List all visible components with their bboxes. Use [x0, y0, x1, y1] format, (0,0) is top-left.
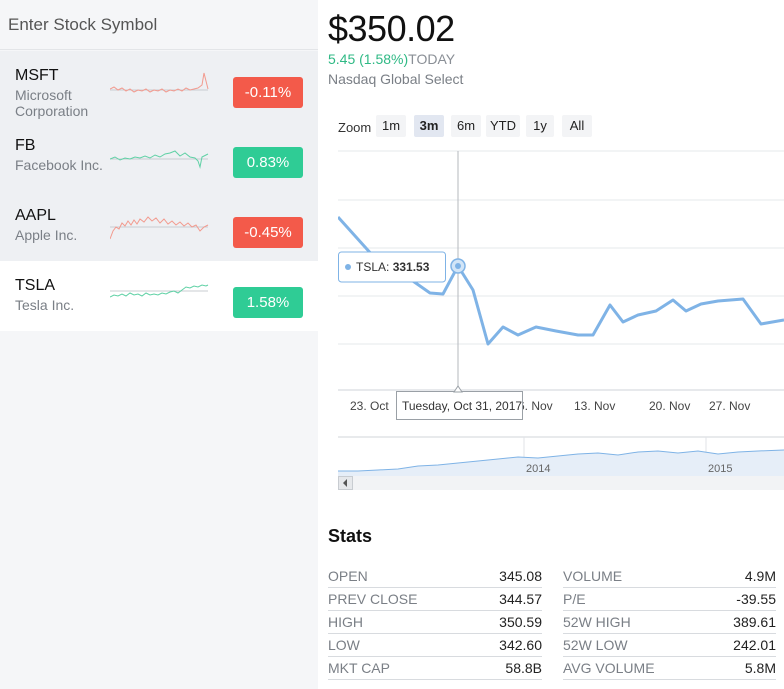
svg-text:TSLA: 331.53: TSLA: 331.53	[356, 260, 430, 274]
stat-open: OPEN 345.08	[328, 565, 542, 588]
change-badge: 1.58%	[233, 287, 303, 318]
change-badge: 0.83%	[233, 147, 303, 178]
x-tick-label: 6. Nov	[518, 399, 553, 413]
scroll-left-icon	[343, 479, 347, 487]
sparkline-fb	[110, 150, 209, 169]
zoom-1y-button[interactable]: 1y	[526, 115, 554, 137]
zoom-label: Zoom	[338, 120, 372, 135]
stock-row-aapl[interactable]: AAPL Apple Inc. -0.45%	[0, 191, 318, 261]
chart-navigator[interactable]: 2014 2015	[338, 436, 784, 490]
x-tick-label: 23. Oct	[350, 399, 389, 413]
stats-title: Stats	[328, 526, 373, 546]
x-tick-label: 20. Nov	[649, 399, 690, 413]
exchange-name: Nasdaq Global Select	[328, 71, 464, 87]
sparkline-aapl	[110, 216, 209, 240]
stat-avg-volume: AVG VOLUME 5.8M	[563, 657, 776, 680]
current-price: $350.02	[328, 8, 455, 49]
tooltip-value: 331.53	[393, 260, 430, 274]
stock-list: MSFT Microsoft Corporation -0.11% FB Fac…	[0, 51, 318, 331]
x-axis-labels: 23. Oct 6. Nov 13. Nov 20. Nov 27. Nov	[350, 399, 750, 413]
search-bar	[0, 0, 318, 50]
company-name: Tesla Inc.	[15, 297, 75, 313]
price-chart[interactable]: TSLA: 331.53 23. Oct 6. Nov 13. Nov 20. …	[338, 145, 784, 493]
price-line	[338, 215, 784, 346]
series-tooltip: TSLA: 331.53	[338, 251, 446, 283]
company-name: Apple Inc.	[15, 227, 78, 243]
price-change-value: 5.45 (1.58%)	[328, 51, 409, 67]
x-tick-label: 27. Nov	[709, 399, 750, 413]
stock-symbol: AAPL	[15, 207, 56, 224]
stock-symbol: FB	[15, 137, 36, 154]
navigator-label: 2015	[708, 463, 732, 475]
stat-52w-low: 52W LOW 242.01	[563, 634, 776, 657]
stock-row-tsla[interactable]: TSLA Tesla Inc. 1.58%	[0, 261, 318, 331]
price-change-label: TODAY	[408, 51, 456, 67]
sparkline-msft	[110, 72, 209, 93]
stat-prev-close: PREV CLOSE 344.57	[328, 588, 542, 611]
change-badge: -0.11%	[233, 77, 303, 108]
company-name: Microsoft Corporation	[15, 87, 89, 119]
stock-search-input[interactable]	[0, 0, 318, 50]
sparkline-tsla	[110, 284, 209, 298]
stat-low: LOW 342.60	[328, 634, 542, 657]
stock-row-fb[interactable]: FB Facebook Inc. 0.83%	[0, 121, 318, 191]
zoom-6m-button[interactable]: 6m	[451, 115, 481, 137]
sidebar: MSFT Microsoft Corporation -0.11% FB Fac…	[0, 0, 318, 689]
x-tick-label: 13. Nov	[574, 399, 615, 413]
stat-52w-high: 52W HIGH 389.61	[563, 611, 776, 634]
chart-grid	[338, 150, 784, 391]
zoom-all-button[interactable]: All	[562, 115, 592, 137]
price-change: 5.45 (1.58%)TODAY	[328, 51, 455, 67]
stock-row-msft[interactable]: MSFT Microsoft Corporation -0.11%	[0, 51, 318, 121]
stat-volume: VOLUME 4.9M	[563, 565, 776, 588]
svg-text:Tuesday, Oct 31, 2017: Tuesday, Oct 31, 2017	[402, 399, 522, 413]
stock-symbol: TSLA	[15, 277, 56, 294]
zoom-3m-button[interactable]: 3m	[414, 115, 444, 137]
company-name: Facebook Inc.	[15, 157, 103, 173]
stat-mkt-cap: MKT CAP 58.8B	[328, 657, 542, 680]
tooltip-series: TSLA	[356, 260, 386, 274]
zoom-1m-button[interactable]: 1m	[376, 115, 406, 137]
navigator-label: 2014	[526, 463, 550, 475]
stock-symbol: MSFT	[15, 67, 59, 84]
zoom-ytd-button[interactable]: YTD	[486, 115, 520, 137]
stat-high: HIGH 350.59	[328, 611, 542, 634]
change-badge: -0.45%	[233, 217, 303, 248]
stat-pe: P/E -39.55	[563, 588, 776, 611]
date-tooltip: Tuesday, Oct 31, 2017	[396, 385, 523, 420]
hover-point-core	[455, 263, 461, 269]
